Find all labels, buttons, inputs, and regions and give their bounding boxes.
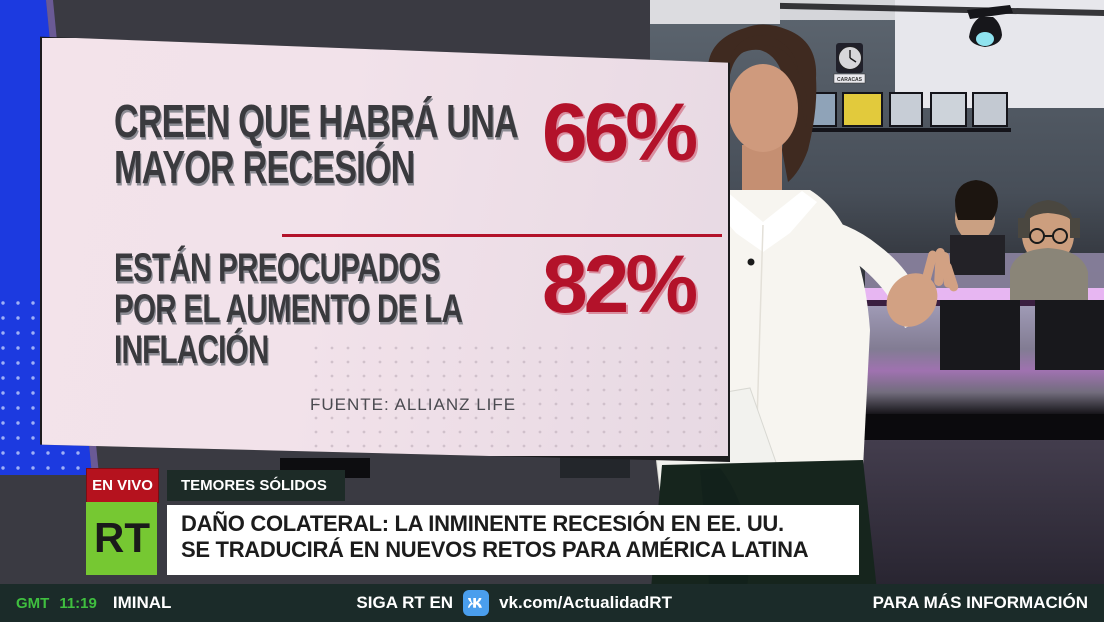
svg-text:RT: RT bbox=[94, 514, 150, 561]
